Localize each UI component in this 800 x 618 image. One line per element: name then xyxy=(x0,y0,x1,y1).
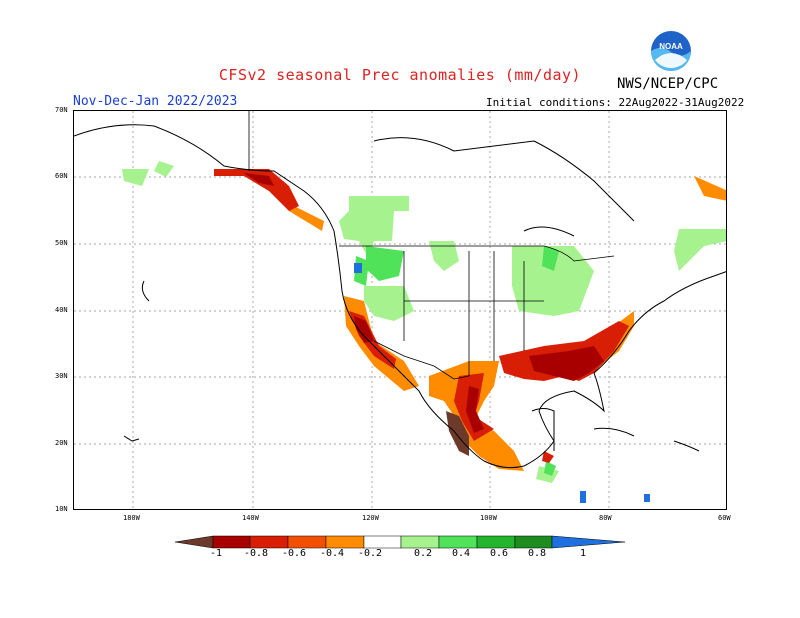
lat-label: 70N xyxy=(55,106,68,114)
cb-label: -1 xyxy=(210,548,223,559)
lon-label: 120W xyxy=(362,514,379,522)
agency-label: NWS/NCEP/CPC xyxy=(617,76,719,92)
lon-label: 140W xyxy=(242,514,259,522)
cb-swatch xyxy=(476,535,516,549)
cb-label: -0.2 xyxy=(358,548,383,559)
cb-label: -0.4 xyxy=(320,548,345,559)
cb-swatch xyxy=(438,535,478,549)
logo-text: NOAA xyxy=(659,42,683,51)
cb-swatch xyxy=(212,535,251,549)
very-wet-spots xyxy=(354,263,650,503)
cb-swatch xyxy=(363,535,402,549)
cb-swatch xyxy=(551,535,626,549)
cb-swatch xyxy=(514,535,553,549)
initial-conditions-label: Initial conditions: 22Aug2022-31Aug2022 xyxy=(486,96,745,109)
cb-swatch xyxy=(175,535,214,549)
lon-label: 180W xyxy=(123,514,140,522)
dry-anomaly-strong xyxy=(244,173,604,433)
cb-label: -0.8 xyxy=(244,548,269,559)
cb-swatch xyxy=(287,535,327,549)
lat-label: 10N xyxy=(55,505,68,513)
lon-label: 100W xyxy=(480,514,497,522)
cb-swatch xyxy=(325,535,365,549)
lon-label: 80W xyxy=(599,514,612,522)
borders xyxy=(248,111,615,380)
dry-anomaly-extreme xyxy=(446,411,469,456)
cb-label: 0.2 xyxy=(414,548,433,559)
cb-swatch xyxy=(249,535,289,549)
cb-label: 0.4 xyxy=(452,548,471,559)
dry-anomaly-moderate xyxy=(214,169,629,463)
map-panel xyxy=(73,110,727,510)
season-label: Nov-Dec-Jan 2022/2023 xyxy=(73,94,238,109)
lat-label: 40N xyxy=(55,306,68,314)
cb-swatch xyxy=(400,535,440,549)
color-bar xyxy=(175,535,626,549)
noaa-logo-icon: NOAA xyxy=(651,31,691,71)
cb-label: 1 xyxy=(580,548,587,559)
lat-label: 20N xyxy=(55,439,68,447)
cb-label: -0.6 xyxy=(282,548,307,559)
lat-label: 60N xyxy=(55,172,68,180)
lat-label: 50N xyxy=(55,239,68,247)
wet-anomaly-regions xyxy=(122,161,726,483)
cb-label: 0.6 xyxy=(490,548,509,559)
cb-label: 0.8 xyxy=(528,548,547,559)
coastlines xyxy=(74,124,726,469)
lat-label: 30N xyxy=(55,372,68,380)
lon-label: 60W xyxy=(718,514,731,522)
map-title: CFSv2 seasonal Prec anomalies (mm/day) xyxy=(218,66,582,84)
map-svg xyxy=(74,111,726,509)
